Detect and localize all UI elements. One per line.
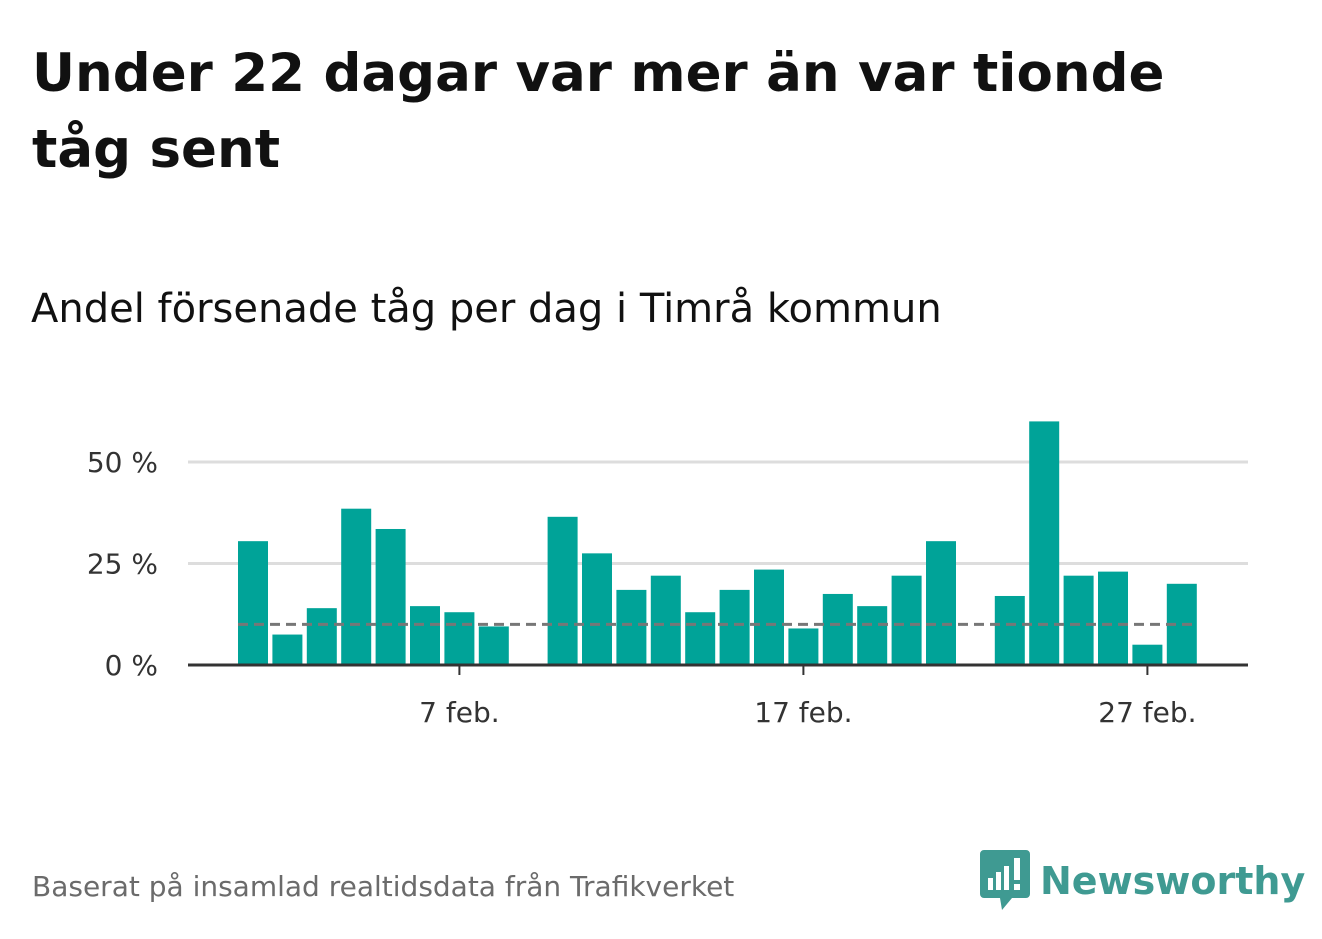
bar [410, 606, 440, 665]
bar [1029, 421, 1060, 665]
source-note: Baserat på insamlad realtidsdata från Tr… [32, 870, 735, 903]
bar [306, 608, 337, 665]
bar [616, 589, 647, 665]
chart-title: Under 22 dagar var mer än var tionde tåg… [32, 43, 1165, 180]
bar [341, 508, 372, 665]
bar [650, 575, 681, 665]
bar-chart: 0 % 25 % 50 % 7 feb. 17 feb. 27 feb. [87, 421, 1248, 729]
bars [238, 421, 1197, 665]
x-tick-label: 17 feb. [754, 696, 852, 729]
bar [547, 516, 578, 665]
bar [822, 593, 853, 665]
bar [375, 528, 406, 665]
newsworthy-logo-icon [980, 850, 1030, 910]
bar [857, 606, 888, 665]
bar [926, 541, 956, 665]
bar [788, 628, 819, 665]
bar [444, 612, 475, 665]
x-tick-label: 27 feb. [1098, 696, 1196, 729]
bar [994, 595, 1025, 665]
bar [754, 569, 784, 665]
newsworthy-logo: Newsworthy [980, 850, 1305, 912]
bar [272, 634, 303, 665]
bar [1098, 571, 1128, 665]
y-tick-label: 0 % [105, 649, 158, 682]
bar [891, 575, 922, 665]
y-tick-label: 25 % [87, 548, 158, 581]
y-tick-label: 50 % [87, 446, 158, 479]
bar [1132, 644, 1163, 665]
logo-text: Newsworthy [1040, 859, 1306, 903]
bar [719, 589, 750, 665]
bar [238, 541, 268, 665]
bar [582, 553, 612, 665]
axes: 0 % 25 % 50 % 7 feb. 17 feb. 27 feb. [87, 446, 1248, 729]
chart-subtitle: Andel försenade tåg per dag i Timrå komm… [31, 286, 942, 332]
bar [1063, 575, 1094, 665]
bar [478, 626, 509, 665]
bar [685, 612, 716, 665]
x-tick-label: 7 feb. [419, 696, 499, 729]
